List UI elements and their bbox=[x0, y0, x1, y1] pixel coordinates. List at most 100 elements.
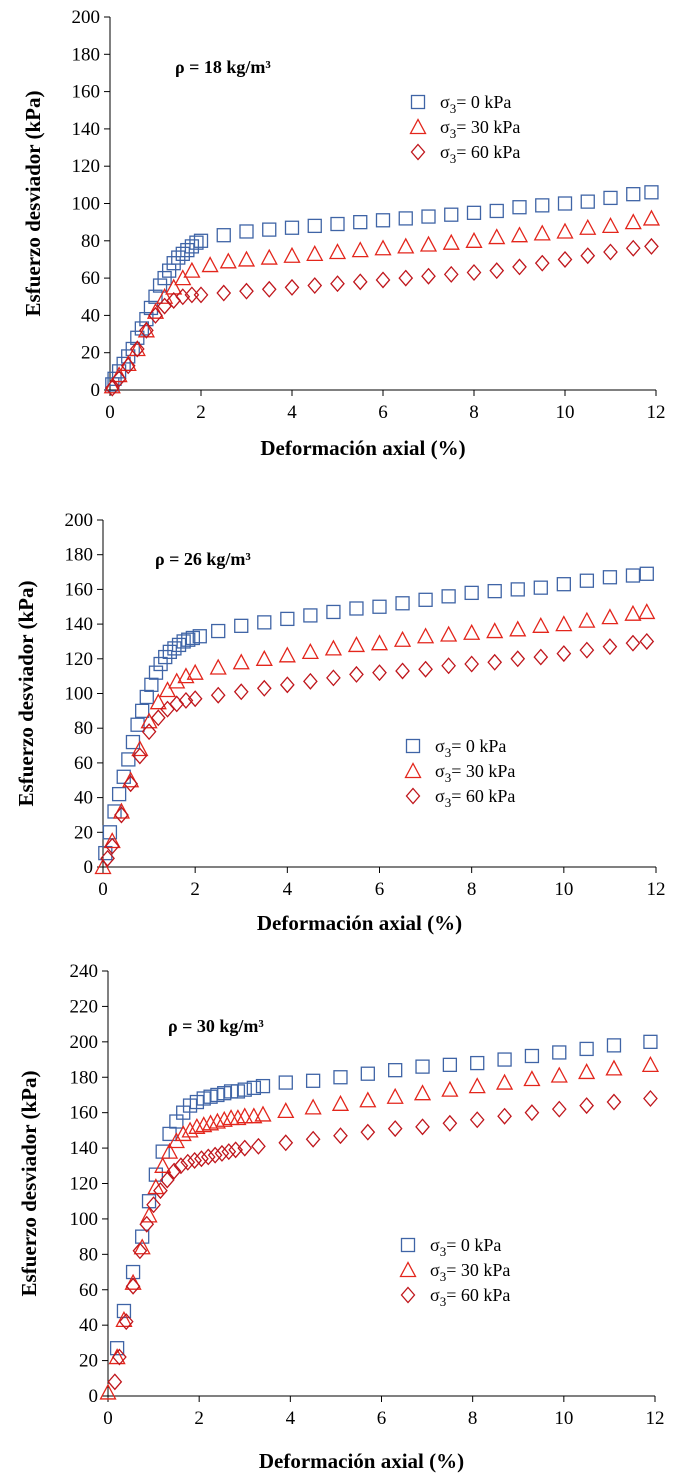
data-point bbox=[175, 246, 190, 262]
density-annotation: ρ = 26 kg/m³ bbox=[155, 549, 251, 569]
data-point bbox=[121, 349, 136, 364]
y-tick-label: 180 bbox=[65, 545, 94, 566]
data-point bbox=[211, 623, 226, 639]
x-tick-label: 12 bbox=[647, 879, 666, 900]
data-point bbox=[305, 1130, 321, 1148]
data-point bbox=[330, 216, 345, 232]
y-axis-label: Esfuerzo desviador (kPa) bbox=[17, 1071, 41, 1297]
data-point bbox=[174, 1125, 192, 1142]
y-tick-label: 240 bbox=[70, 961, 99, 982]
y-tick-label: 200 bbox=[72, 7, 101, 28]
data-point bbox=[125, 1264, 141, 1280]
y-tick-label: 100 bbox=[70, 1209, 99, 1230]
data-point bbox=[487, 583, 502, 599]
data-point bbox=[103, 832, 121, 849]
y-tick-label: 40 bbox=[81, 305, 100, 326]
x-tick-label: 6 bbox=[377, 1408, 387, 1429]
legend-label: σ3= 0 kPa bbox=[430, 1235, 501, 1259]
data-point bbox=[642, 209, 661, 226]
data-point bbox=[421, 267, 436, 285]
data-point bbox=[533, 580, 548, 595]
data-point bbox=[625, 634, 641, 652]
y-tick-label: 20 bbox=[74, 822, 93, 843]
data-point bbox=[523, 1070, 541, 1087]
data-point bbox=[333, 1127, 348, 1145]
data-point bbox=[603, 190, 618, 206]
data-point bbox=[193, 233, 209, 248]
data-point bbox=[578, 1063, 596, 1080]
series-square bbox=[98, 566, 654, 861]
y-tick-label: 40 bbox=[79, 1315, 98, 1336]
data-point bbox=[441, 1080, 459, 1097]
data-point bbox=[374, 239, 392, 256]
data-point bbox=[232, 653, 250, 670]
data-point bbox=[284, 220, 300, 235]
data-point bbox=[193, 286, 209, 304]
data-point bbox=[153, 1182, 168, 1200]
data-point bbox=[442, 233, 460, 250]
legend-marker bbox=[405, 738, 421, 754]
data-point bbox=[359, 1091, 377, 1108]
data-point bbox=[349, 665, 364, 683]
data-point bbox=[129, 340, 145, 358]
data-point bbox=[194, 1150, 209, 1168]
data-point bbox=[416, 627, 435, 644]
data-point bbox=[140, 712, 158, 729]
data-point bbox=[149, 693, 167, 710]
data-point bbox=[148, 306, 163, 324]
data-point bbox=[284, 278, 300, 296]
data-point bbox=[121, 752, 136, 767]
data-point bbox=[154, 1156, 172, 1173]
x-tick-label: 8 bbox=[468, 1408, 478, 1429]
data-point bbox=[173, 1157, 189, 1175]
data-point bbox=[557, 250, 573, 268]
data-point bbox=[579, 218, 597, 235]
data-point bbox=[221, 1143, 237, 1161]
x-tick-label: 12 bbox=[646, 1408, 665, 1429]
x-tick-label: 4 bbox=[283, 879, 293, 900]
data-point bbox=[639, 632, 655, 650]
data-point bbox=[146, 1196, 161, 1214]
legend-label: σ3= 60 kPa bbox=[440, 142, 520, 166]
data-point bbox=[165, 278, 183, 295]
data-point bbox=[195, 1116, 213, 1133]
data-point bbox=[260, 248, 278, 265]
data-point bbox=[419, 235, 438, 252]
data-point bbox=[415, 1118, 430, 1136]
y-tick-label: 120 bbox=[70, 1174, 99, 1195]
data-point bbox=[328, 243, 347, 260]
data-point bbox=[624, 604, 642, 621]
data-point bbox=[441, 657, 456, 675]
y-tick-label: 200 bbox=[65, 510, 94, 531]
data-point bbox=[158, 681, 177, 698]
data-point bbox=[209, 658, 227, 675]
series-square bbox=[105, 185, 659, 392]
data-point bbox=[626, 187, 641, 202]
data-point bbox=[466, 205, 482, 220]
data-point bbox=[643, 1090, 658, 1107]
data-point bbox=[178, 691, 194, 709]
data-point bbox=[261, 280, 277, 298]
legend-marker bbox=[410, 143, 426, 161]
data-point bbox=[306, 244, 324, 262]
data-point bbox=[638, 603, 656, 620]
data-point bbox=[579, 641, 595, 659]
data-point bbox=[192, 629, 207, 644]
x-axis-label: Deformación axial (%) bbox=[257, 911, 462, 935]
data-point bbox=[397, 237, 415, 254]
data-point bbox=[326, 604, 341, 620]
data-point bbox=[305, 1073, 321, 1088]
data-point bbox=[123, 775, 139, 793]
data-point bbox=[605, 1059, 623, 1076]
data-point bbox=[134, 321, 150, 336]
data-point bbox=[387, 1120, 403, 1138]
data-point bbox=[148, 1167, 164, 1182]
data-point bbox=[398, 269, 414, 287]
y-tick-label: 80 bbox=[81, 231, 100, 252]
data-point bbox=[495, 1073, 514, 1090]
data-point bbox=[395, 662, 410, 680]
data-point bbox=[606, 1038, 622, 1053]
data-point bbox=[104, 837, 120, 855]
x-tick-label: 6 bbox=[375, 879, 385, 900]
y-tick-label: 80 bbox=[74, 718, 93, 739]
